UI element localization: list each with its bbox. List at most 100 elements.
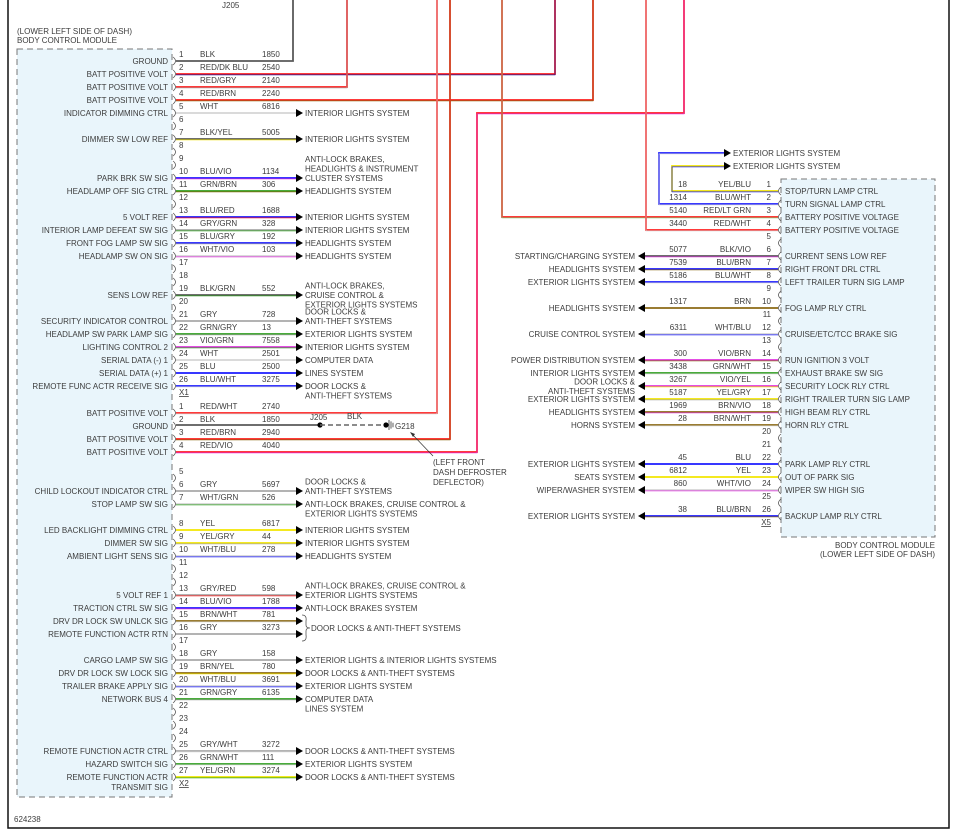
pin-number: 16 [179, 623, 188, 632]
wire-X1-1 [176, 0, 294, 62]
connector-cavity [778, 238, 782, 248]
wire-color-code: GRN/GRY [200, 688, 238, 697]
circuit-number: 3272 [262, 740, 280, 749]
wire-color-code: GRY/WHT [200, 740, 238, 749]
right-module-location: (LOWER LEFT SIDE OF DASH) [820, 550, 935, 559]
destination-system-label: ANTI-THEFT SYSTEMS [548, 387, 635, 396]
destination-system-label: DOOR LOCKS & [305, 382, 367, 391]
wire-X2-3-stripe [176, 0, 451, 441]
destination-system-label: EXTERIOR LIGHTS SYSTEM [528, 395, 635, 404]
wire-color-code: BLK/YEL [200, 128, 233, 137]
pin-number: 21 [179, 310, 188, 319]
connector-cavity [172, 264, 176, 274]
connector-cavity [172, 134, 176, 144]
pin-number: 18 [179, 271, 188, 280]
wire-color-code: YEL/GRY [716, 388, 751, 397]
pin-number: 10 [179, 545, 188, 554]
circuit-number: 6817 [262, 519, 280, 528]
connector-cavity [778, 355, 782, 365]
arrow-icon [638, 356, 645, 364]
circuit-number: 1969 [669, 401, 687, 410]
destination-system-label: ANTI-THEFT SYSTEMS [305, 317, 392, 326]
circuit-number: 3438 [669, 362, 687, 371]
circuit-number: 780 [262, 662, 276, 671]
pin-function-label: FOG LAMP RLY CTRL [785, 304, 867, 313]
wire-X1-3-stripe [176, 0, 348, 89]
connector-cavity [172, 681, 176, 691]
left-module-box [16, 48, 173, 798]
wire-X1-4-stripe [176, 0, 594, 102]
wires-layer [172, 0, 782, 782]
destination-system-label: DOOR LOCKS & ANTI-THEFT SYSTEMS [305, 773, 455, 782]
wire-color-code: BLK/GRN [200, 284, 235, 293]
arrow-icon [296, 669, 303, 677]
pin-number: 24 [179, 727, 188, 736]
pin-number: 16 [179, 245, 188, 254]
connector-cavity [778, 316, 782, 326]
circuit-number: 6311 [670, 323, 688, 332]
pin-number: 22 [762, 453, 771, 462]
pin-number: 12 [179, 193, 188, 202]
pin-number: 26 [762, 505, 771, 514]
connector-cavity [172, 551, 176, 561]
connector-cavity [172, 368, 176, 378]
connector-cavity [778, 446, 782, 456]
destination-system-label: EXTERIOR LIGHTS SYSTEM [305, 760, 412, 769]
pin-number: 26 [179, 753, 188, 762]
circuit-number: 860 [674, 479, 688, 488]
pin-number: 25 [179, 740, 188, 749]
pin-function-label: LEFT TRAILER TURN SIG LAMP [785, 278, 905, 287]
pin-number: 17 [179, 636, 188, 645]
pin-function-label: AMBIENT LIGHT SENS SIG [67, 552, 168, 561]
connector-cavity [778, 212, 782, 222]
wire-color-code: GRY/RED [200, 584, 237, 593]
pin-function-label: BATT POSITIVE VOLT [87, 435, 168, 444]
circuit-number: 45 [678, 453, 687, 462]
destination-system-label: DOOR LOCKS & [574, 377, 636, 386]
connector-cavity [172, 95, 176, 105]
wire-X5-3-stripe [501, 0, 778, 219]
connector-cavity [172, 590, 176, 600]
wire-color-code: GRN/WHT [200, 753, 238, 762]
pin-function-label: TURN SIGNAL LAMP CTRL [785, 200, 886, 209]
pin-number: 10 [179, 167, 188, 176]
circuit-number: 38 [678, 505, 687, 514]
wire-color-code: RED/WHT [714, 219, 751, 228]
circuit-number: 7539 [669, 258, 687, 267]
pin-function-label: HAZARD SWITCH SIG [85, 760, 168, 769]
connector-cavity [172, 290, 176, 300]
arrow-icon [296, 695, 303, 703]
connector-cavity [172, 772, 176, 782]
circuit-number: 6816 [262, 102, 280, 111]
arrow-icon [296, 539, 303, 547]
wire-X5-1-stripe [671, 166, 778, 193]
wire-color-code: WHT [200, 102, 218, 111]
arrow-icon [296, 656, 303, 664]
connector-cavity [172, 121, 176, 131]
circuit-number: 5077 [669, 245, 687, 254]
connector-cavity [778, 329, 782, 339]
destination-system-label: HEADLIGHTS SYSTEM [549, 304, 636, 313]
circuit-number: 6135 [262, 688, 280, 697]
wire-color-code: BLU/RED [200, 206, 235, 215]
connector-cavity [172, 499, 176, 509]
pin-function-label: EXHAUST BRAKE SW SIG [785, 369, 883, 378]
connector-id: X2 [179, 779, 189, 788]
connector-cavity [778, 290, 782, 300]
left-module-location: (LOWER LEFT SIDE OF DASH) [17, 27, 132, 36]
destination-system-label: HEADLIGHTS SYSTEM [305, 252, 392, 261]
connector-cavity [172, 603, 176, 613]
connector-cavity [172, 147, 176, 157]
arrow-icon [638, 460, 645, 468]
pin-number: 14 [179, 597, 188, 606]
pin-number: 2 [179, 415, 184, 424]
connector-cavity [172, 408, 176, 418]
circuit-number: 3274 [262, 766, 280, 775]
pin-number: 13 [762, 336, 771, 345]
pin-function-label: CURRENT SENS LOW REF [785, 252, 887, 261]
arrow-icon [296, 187, 303, 195]
wire-color-code: RED/GRY [200, 76, 237, 85]
connector-cavity [172, 694, 176, 704]
pin-number: 13 [179, 206, 188, 215]
pin-number: 15 [179, 610, 188, 619]
